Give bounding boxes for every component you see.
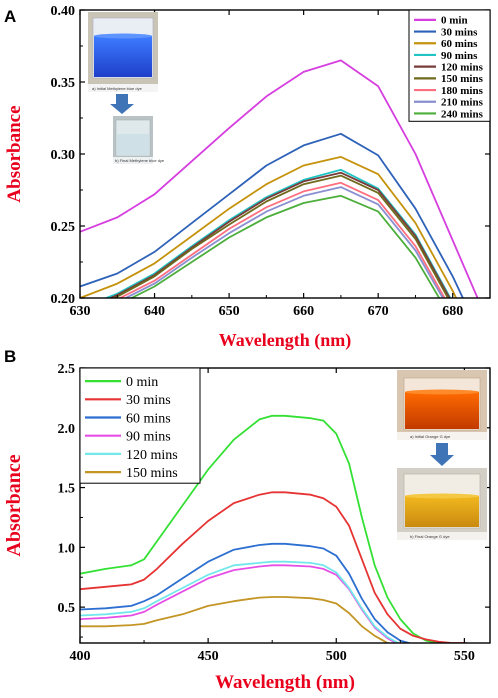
legend-label: 30 mins (126, 393, 171, 408)
series-line-180-mins (118, 181, 446, 298)
orange-g-final-caption: b) Final Orange G dye (410, 534, 450, 539)
x-tick-label: 550 (454, 649, 475, 664)
x-tick-label: 640 (144, 304, 165, 319)
x-tick-label: 680 (442, 304, 463, 319)
panel-b-letter: B (4, 347, 16, 366)
series-line-120-mins (108, 171, 451, 298)
legend-label: 210 mins (441, 97, 484, 109)
x-tick-label: 650 (219, 304, 240, 319)
legend-label: 180 mins (441, 85, 484, 97)
panel-b-plot: 400 450 500 550 0.5 1.0 1.5 2.0 2.5 Absorbance Wav… (3, 362, 491, 693)
orange-g-initial-image: a) Initial Orange G dye (397, 370, 487, 440)
x-axis-title: Wavelength (nm) (219, 330, 352, 351)
legend-label: 120 mins (441, 62, 484, 74)
series-line-120-mins (80, 560, 401, 643)
legend-label: 60 mins (441, 38, 478, 50)
series-line-60-mins (80, 155, 458, 298)
series-line-30-mins (80, 491, 475, 643)
series-line-150-mins (111, 174, 449, 298)
y-tick-label: 2.5 (58, 362, 76, 377)
series-line-150-mins (80, 596, 391, 643)
y-tick-label: 2.0 (58, 422, 76, 437)
legend: 0 min 30 mins 60 mins 90 mins 120 mins 150 mi… (79, 367, 201, 484)
legend-label: 90 mins (441, 50, 478, 62)
legend-label: 150 mins (441, 73, 484, 85)
y-tick-label: 0.5 (58, 601, 76, 616)
legend-label: 0 min (126, 375, 158, 390)
methylene-blue-initial-image: a) Initial Methylene blue dye (88, 12, 158, 92)
orange-g-final-image: b) Final Orange G dye (397, 468, 487, 540)
y-tick-label: 1.5 (58, 482, 76, 497)
x-tick-label: 500 (326, 649, 347, 664)
down-arrow-icon (110, 94, 134, 114)
legend-box (79, 367, 201, 484)
y-tick-label: 0.40 (51, 4, 76, 19)
methylene-blue-final-caption: b) Final Methylene blue dye (115, 158, 165, 163)
y-tick-label: 0.35 (51, 76, 76, 91)
y-axis-title: Absorbance (4, 105, 25, 202)
y-tick-label: 0.30 (51, 148, 76, 163)
y-tick-label: 0.20 (51, 292, 76, 307)
series-line-0-min (80, 59, 479, 298)
panel-a-letter: A (4, 7, 16, 26)
legend-label: 30 mins (441, 26, 478, 38)
methylene-blue-final-image: b) Final Methylene blue dye (113, 116, 165, 164)
y-axis-title: Absorbance (3, 454, 25, 556)
series-line-30-mins (80, 132, 464, 298)
legend-label: 90 mins (126, 430, 171, 445)
x-tick-label: 670 (368, 304, 389, 319)
legend-label: 0 min (441, 15, 468, 27)
legend-label: 240 mins (441, 108, 484, 120)
methylene-blue-initial-caption: a) Initial Methylene blue dye (92, 86, 143, 91)
x-tick-label: 630 (70, 304, 91, 319)
down-arrow-icon (430, 443, 454, 466)
series-line-210-mins (123, 186, 444, 298)
x-tick-label: 450 (198, 649, 219, 664)
x-axis-title: Wavelength (nm) (215, 672, 355, 693)
legend-label: 120 mins (126, 448, 178, 463)
series-line-240-mins (129, 194, 441, 298)
orange-g-initial-caption: a) Initial Orange G dye (410, 434, 451, 439)
plot-frame (79, 367, 491, 644)
y-tick-label: 1.0 (58, 541, 76, 556)
series-line-60-mins (80, 542, 413, 643)
panel-b: B 400 450 500 550 0.5 1.0 1.5 2.0 2.5 Absorbance W… (3, 347, 491, 693)
series-line-90-mins (80, 564, 398, 643)
series-lines (80, 59, 479, 298)
panel-a-plot: 630 640 650 660 670 680 0.20 0.25 0.30 0.35 0.40 Ab… (4, 4, 491, 351)
x-tick-label: 660 (293, 304, 314, 319)
panel-a: A 630 640 650 660 670 680 0.20 0.25 0.30 0.35 0.40… (4, 4, 491, 351)
x-tick-label: 400 (70, 649, 91, 664)
legend-label: 150 mins (126, 466, 178, 481)
y-tick-label: 0.25 (51, 220, 76, 235)
legend-label: 60 mins (126, 411, 171, 426)
